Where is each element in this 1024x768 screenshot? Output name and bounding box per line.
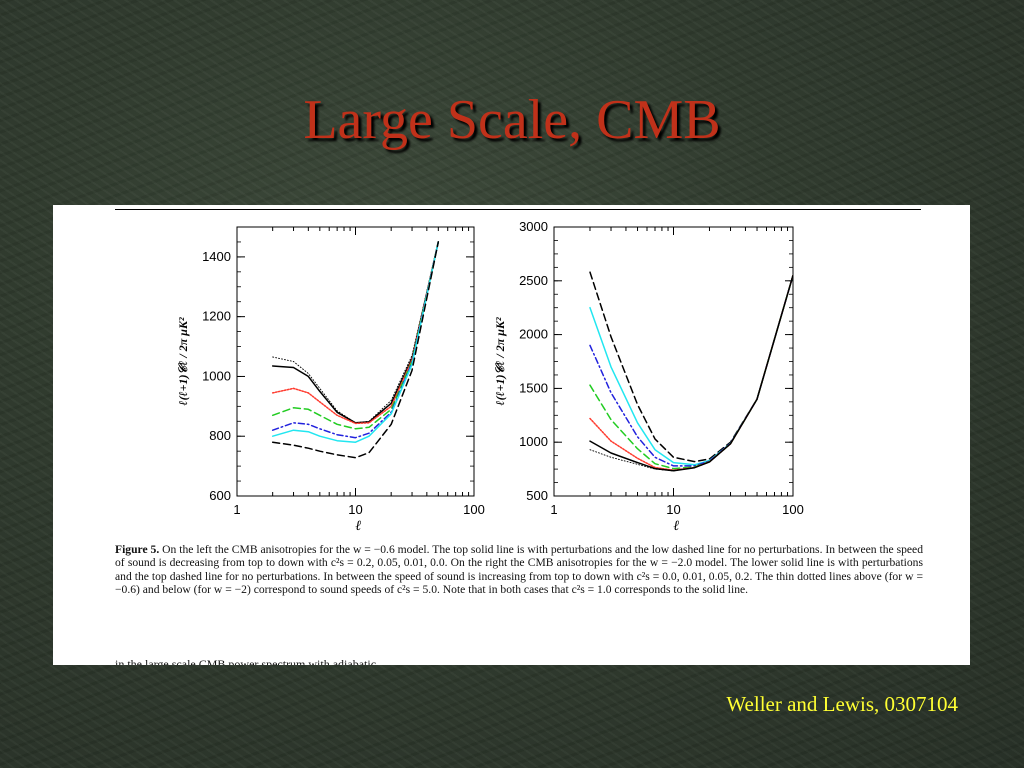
chart2-series-4-green-dashed (589, 274, 793, 470)
caption-text: On the left the CMB anisotropies for the… (115, 543, 923, 597)
chart2-xtick-label: 1 (550, 502, 557, 517)
chart2-ytick-label: 1500 (519, 380, 548, 395)
chart2-xtick-label: 100 (782, 502, 804, 517)
chart1-series-6-cyan-solid (271, 241, 440, 443)
cutoff-text: in the large scale CMB power spectrum wi… (115, 657, 389, 665)
chart2-ytick-label: 3000 (519, 219, 548, 234)
chart2-series-5-red-dotted-dense (589, 274, 793, 471)
chart2-series-6-black-solid (589, 274, 793, 472)
chart1-ytick-label: 1400 (202, 249, 231, 264)
chart1-series-7-black-dashed (271, 241, 440, 459)
chart2-xlabel: ℓ (674, 519, 680, 534)
chart2-series-2-cyan-solid (589, 274, 793, 466)
chart1-xtick-label: 10 (348, 502, 362, 517)
chart1-xtick-label: 100 (463, 502, 485, 517)
chart2-ytick-label: 1000 (519, 434, 548, 449)
top-rule (115, 209, 921, 210)
cmb-plots: 1 10 100 600 800 1000 1200 1400 ℓ ℓ(ℓ+1)𝒞ℓ / 2π μ… (176, 219, 804, 534)
chart1-ylabel: ℓ(ℓ+1)𝒞ℓ / 2π μK² (176, 317, 190, 406)
chart1-frame (236, 226, 475, 497)
chart2-ytick-label: 2500 (519, 273, 548, 288)
slide-credit: Weller and Lewis, 0307104 (726, 692, 958, 716)
chart1-series-2-black-solid (271, 241, 440, 424)
figure-panel: 1 10 100 600 800 1000 1200 1400 ℓ ℓ(ℓ+1)𝒞ℓ / 2π μ… (53, 205, 970, 665)
chart1-ytick-label: 1000 (202, 368, 231, 383)
chart2-ytick-label: 500 (526, 488, 548, 503)
chart2-series-3-blue-dash-dot (589, 274, 793, 467)
figure-caption: Figure 5. On the left the CMB anisotropi… (115, 543, 923, 597)
chart1-series-1-black-dotted (272, 241, 439, 424)
chart2-frame (553, 226, 794, 497)
chart1-xtick-label: 1 (233, 502, 240, 517)
chart1-ytick-label: 800 (209, 428, 231, 443)
chart1-xlabel: ℓ (356, 519, 362, 534)
chart2-series-7-black-dotted (589, 274, 793, 472)
chart2-xtick-label: 10 (666, 502, 680, 517)
chart1-ytick-label: 1200 (202, 309, 231, 324)
caption-label: Figure 5. (115, 543, 160, 556)
chart1-ytick-label: 600 (209, 488, 231, 503)
chart2-ylabel: ℓ(ℓ+1)𝒞ℓ / 2π μK² (493, 317, 507, 406)
chart2-series-1-black-dashed (589, 271, 793, 463)
chart1-series-3-red-dotted-dense (271, 241, 440, 425)
chart1-series-4-green-dashed (271, 241, 440, 430)
chart2-ytick-label: 2000 (519, 327, 548, 342)
slide-title: Large Scale, CMB (303, 89, 721, 151)
